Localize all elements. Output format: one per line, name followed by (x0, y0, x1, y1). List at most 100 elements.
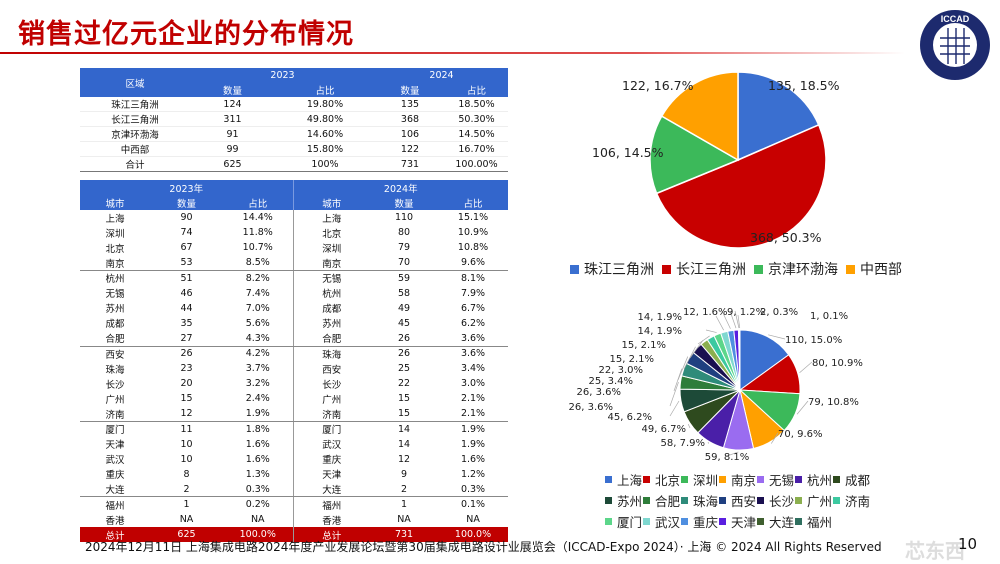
legend-swatch (643, 497, 650, 504)
city-2024-cell: 合肥 (293, 330, 371, 347)
legend-label: 成都 (845, 473, 871, 488)
header-count: 数量 (394, 198, 414, 210)
data-label: 12, 1.6% (683, 307, 728, 318)
legend-label: 京津环渤海 (768, 262, 838, 278)
table-row: 苏州 44 7.0% 成都 49 6.7% (80, 300, 508, 316)
header-year-2024: 2024 (429, 69, 454, 81)
city-2024-cell: 杭州 (322, 289, 342, 301)
count-2024-cell: 59 (397, 272, 411, 284)
leader-line (715, 315, 724, 331)
legend-swatch (605, 497, 612, 504)
count-2024-cell: 15 (370, 406, 439, 423)
table-row: 济南 12 1.9% 济南 15 2.1% (80, 406, 509, 423)
header-year-2023: 2023年 (80, 180, 294, 196)
share-2023-cell: 11.8% (223, 225, 294, 241)
leader-line (737, 314, 741, 329)
count-2023-cell: 1 (183, 499, 190, 511)
page-number: 10 (958, 535, 978, 553)
header-share: 占比 (466, 85, 486, 97)
share-2024-cell: 3.4% (460, 363, 486, 375)
share-2024-cell: 1.2% (460, 468, 486, 480)
count-2023-cell: 26 (180, 348, 193, 360)
legend-swatch (795, 476, 802, 483)
city-2024-cell: 无锡 (322, 274, 342, 286)
data-label: 122, 16.7% (622, 78, 694, 93)
count-2023-cell: 46 (180, 287, 193, 299)
table-row: 广州 15 2.4% 广州 15 2.1% (80, 391, 508, 407)
share-2024-cell: 18.50% (445, 97, 508, 113)
footer-text: 2024年12月11日 上海集成电路2024年度产业发展论坛暨第30届集成电路设… (85, 540, 882, 554)
leader-line (669, 382, 679, 407)
table-row: 合肥 27 4.3% 合肥 26 3.6% (80, 330, 509, 347)
leader-line (796, 400, 809, 415)
legend-item: 深圳 (681, 470, 719, 489)
legend-label: 重庆 (693, 515, 719, 530)
pie-slice-长江三角洲 (655, 123, 827, 249)
share-2024-cell: 2.1% (460, 393, 486, 405)
legend-item: 济南 (833, 491, 871, 510)
city-2023-cell: 济南 (80, 406, 150, 423)
city-2023-cell: 苏州 (105, 304, 125, 316)
leader-line (689, 340, 704, 359)
share-2024-total-cell: 100.00% (445, 156, 508, 173)
city-pie-legend: 上海 北京 深圳 南京 无锡 杭州 成都 苏州 合肥 珠海 西安 长沙 广州 济南 厦门 武汉 重庆 天津 大连 福州 (605, 470, 875, 531)
legend-swatch (757, 476, 764, 483)
share-2023-cell: 8.5% (223, 255, 294, 272)
count-2024-cell: 1 (400, 499, 408, 511)
table-row: 珠海 23 3.7% 西安 25 3.4% (80, 361, 508, 377)
city-2024-cell: 上海 (322, 213, 342, 225)
city-2024-cell: 厦门 (322, 425, 342, 437)
city-2023-cell: 无锡 (105, 289, 125, 301)
table-row: 福州 1 0.2% 福州 1 0.1% (80, 496, 508, 513)
count-2024-cell: 80 (397, 227, 411, 239)
legend-item: 福州 (795, 512, 833, 531)
legend-label: 济南 (845, 494, 871, 509)
city-2023-cell: 成都 (105, 319, 125, 331)
slide-title: 销售过亿元企业的分布情况 (18, 19, 354, 50)
share-2023-cell: 4.3% (223, 330, 294, 347)
legend-swatch (719, 497, 726, 504)
region-cell: 中西部 (80, 141, 190, 158)
table-row: 中西部 99 15.80% 122 16.70% (80, 141, 508, 158)
header-count: 数量 (222, 85, 242, 97)
legend-item: 无锡 (757, 470, 795, 489)
legend-swatch (833, 476, 840, 483)
logo-text: ICCAD (941, 14, 970, 24)
share-2023-cell: 19.80% (275, 97, 375, 113)
count-2024-cell: 22 (397, 378, 411, 390)
share-2023-cell: 3.7% (223, 361, 294, 377)
city-2023-cell: 合肥 (80, 330, 150, 347)
data-label: 9, 1.2% (727, 307, 765, 318)
leader-line (721, 310, 731, 329)
city-2023-cell: 福州 (105, 500, 125, 512)
city-2024-cell: 成都 (322, 304, 342, 316)
data-label: 14, 1.9% (638, 312, 683, 323)
count-2024-cell: 135 (375, 97, 445, 113)
share-2024-cell: 6.7% (460, 302, 486, 314)
share-2024-cell: 1.9% (460, 423, 486, 435)
legend-swatch (570, 264, 579, 274)
count-2023-total-cell: 625 (190, 156, 275, 173)
data-label: 15, 2.1% (622, 340, 667, 351)
city-2023-cell: 重庆 (105, 470, 125, 482)
legend-label: 合肥 (655, 494, 681, 509)
share-2024-cell: 15.1% (457, 212, 489, 224)
count-2024-total-cell: 731 (375, 156, 445, 173)
share-2023-total-cell: 100% (275, 156, 375, 173)
count-2023-cell: 99 (190, 141, 275, 158)
share-2023-cell: 7.0% (223, 300, 294, 316)
legend-item: 京津环渤海 (754, 259, 838, 279)
legend-label: 南京 (731, 473, 757, 488)
share-2024-cell: 3.6% (460, 348, 486, 360)
leader-line (697, 335, 710, 345)
count-2023-cell: 74 (180, 227, 193, 239)
table-row: 西安 26 4.2% 珠海 26 3.6% (80, 346, 508, 362)
header-share: 占比 (463, 198, 483, 210)
table-row: 武汉 10 1.6% 重庆 12 1.6% (80, 451, 508, 467)
region-cell: 珠江三角洲 (80, 97, 190, 113)
share-2023-cell: 5.6% (223, 315, 294, 331)
legend-swatch (643, 476, 650, 483)
count-2023-cell: 51 (180, 272, 193, 284)
legend-label: 上海 (617, 473, 643, 488)
legend-label: 西安 (731, 494, 757, 509)
